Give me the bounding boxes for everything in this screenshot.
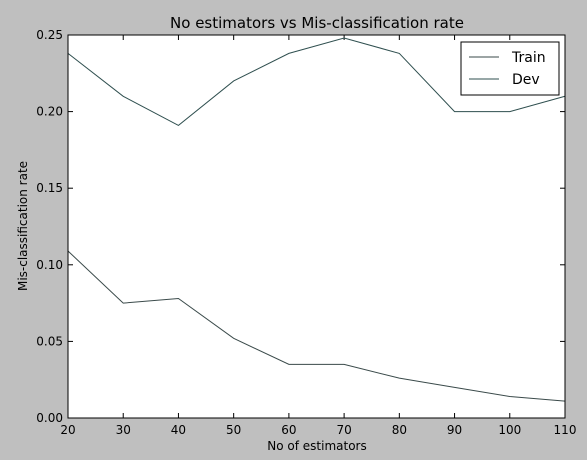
y-tick-label: 0.00	[36, 411, 63, 425]
x-tick-label: 80	[392, 423, 407, 437]
x-tick-label: 20	[60, 423, 75, 437]
x-tick-label: 70	[336, 423, 351, 437]
x-axis-label: No of estimators	[267, 439, 366, 453]
plot-frame	[67, 34, 566, 419]
x-tick-label: 50	[226, 423, 241, 437]
legend-box	[460, 41, 560, 96]
legend-label-dev: Dev	[512, 72, 540, 88]
legend: Train Dev	[460, 41, 560, 96]
x-tick-label: 110	[554, 423, 577, 437]
plot-area	[68, 35, 565, 418]
x-tick-label: 100	[498, 423, 521, 437]
y-tick-label: 0.15	[36, 181, 63, 195]
y-tick-label: 0.25	[36, 28, 63, 42]
x-tick-label: 30	[116, 423, 131, 437]
series-line-dev	[67, 37, 566, 126]
y-tick-label: 0.10	[36, 258, 63, 272]
chart-title: No estimators vs Mis-classification rate	[170, 14, 464, 32]
x-tick-label: 90	[447, 423, 462, 437]
x-tick-label: 40	[171, 423, 186, 437]
y-tick-label: 0.20	[36, 105, 63, 119]
x-tick-label: 60	[281, 423, 296, 437]
legend-label-train: Train	[511, 50, 546, 66]
y-axis-label: Mis-classification rate	[16, 161, 30, 291]
series-line-train	[67, 250, 566, 402]
y-tick-label: 0.05	[36, 334, 63, 348]
tick-labels: 20 30 40 50 60 70 80 90 100 110 0.00 0.05 0.10 0.15 0.…	[36, 28, 576, 437]
